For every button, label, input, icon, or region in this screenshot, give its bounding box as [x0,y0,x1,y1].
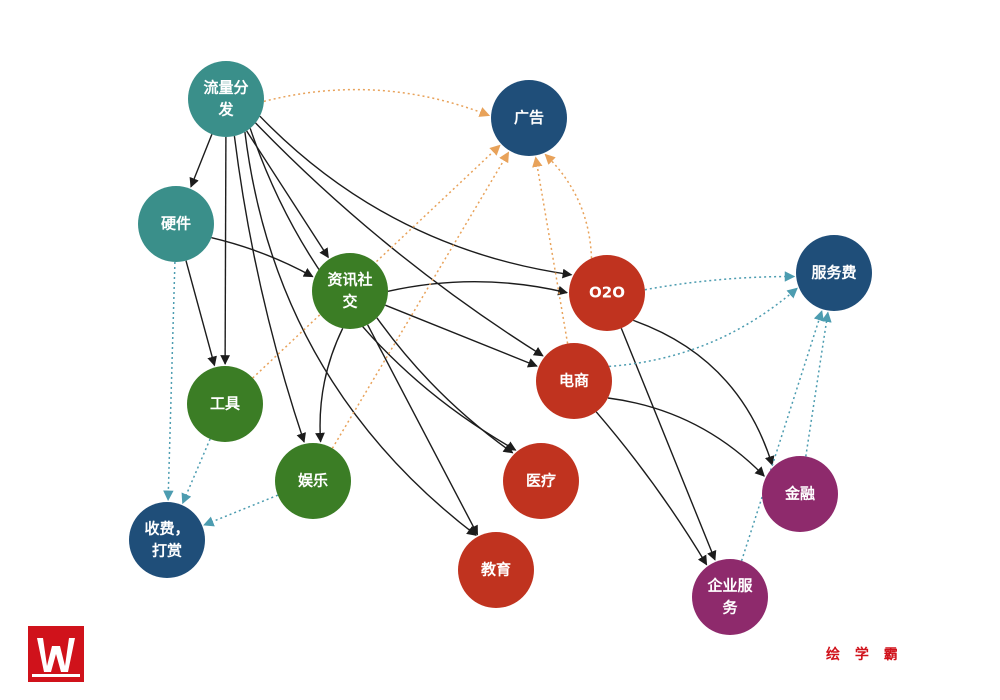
edge-o2o-to-guanggao [544,153,593,259]
node-shoufei: 收费， 打赏 [129,502,205,578]
node-yingjian-circle [138,186,214,262]
node-yiliao-circle [503,443,579,519]
node-guanggao-circle [491,80,567,156]
node-shoufei-label: 收费， [144,520,189,538]
edge-zixun-to-jiaoyu [366,324,479,536]
edge-liuliang-to-jiaoyu [244,131,477,536]
edge-o2o-to-jinrong [633,319,775,467]
node-yiliao-label: 医疗 [526,472,556,490]
brand-name: 绘 学 霸 [826,647,903,663]
edge-yingjian-to-shoufei [163,261,176,502]
brand-logo [28,626,84,682]
node-gongju-circle [187,366,263,442]
edge-gongju-to-guanggao [252,144,501,379]
node-guanggao-label: 广告 [514,109,544,127]
node-liuliang-label: 发 [217,101,234,119]
edge-zixun-to-yule [315,327,344,443]
edge-dianshang-to-jinrong [607,397,765,477]
node-yule: 娱乐 [275,443,351,519]
edge-liuliang-to-guanggao [263,88,491,117]
node-qiye-label: 务 [722,599,738,617]
edge-dianshang-to-qiye [595,411,708,566]
edge-dianshang-to-guanggao [532,156,569,344]
edge-o2o-to-fuwufei [644,271,796,291]
edges-layer [163,88,832,566]
edge-liuliang-to-yingjian [189,134,213,188]
node-dianshang-label: 电商 [559,372,589,390]
node-gongju-label: 工具 [210,395,240,413]
node-shoufei-circle [129,502,205,578]
edge-liuliang-to-yule [233,136,306,443]
node-jinrong-label: 金融 [784,485,815,503]
edge-qiye-to-fuwufei [740,310,824,562]
node-zixun-label: 交 [342,293,357,311]
node-jiaoyu: 教育 [458,532,534,608]
edge-gongju-to-shoufei [181,438,211,505]
edge-liuliang-to-gongju [220,136,231,365]
edge-liuliang-to-zixun [246,130,329,259]
node-liuliang-circle [188,61,264,137]
node-jiaoyu-label: 教育 [480,561,511,579]
node-shoufei-label: 打赏 [152,542,182,560]
edge-yule-to-shoufei [203,494,279,527]
node-yule-label: 娱乐 [298,472,328,490]
node-qiye-label: 企业服 [706,577,753,595]
edge-yingjian-to-zixun [211,237,314,278]
edge-liuliang-to-dianshang [254,122,544,357]
node-guanggao: 广告 [491,80,567,156]
node-yingjian-label: 硬件 [161,215,191,233]
node-jinrong-circle [762,456,838,532]
node-o2o-circle [569,255,645,331]
node-liuliang-label: 流量分 [203,79,248,97]
node-fuwufei-circle [796,235,872,311]
node-fuwufei-label: 服务费 [811,264,856,282]
edge-dianshang-to-fuwufei [609,287,798,368]
node-o2o: O2O [569,255,645,331]
edge-zixun-to-o2o [387,281,568,296]
edge-zixun-to-yiliao [376,317,514,454]
node-zixun-circle [312,253,388,329]
edge-o2o-to-qiye [620,327,717,561]
node-jiaoyu-circle [458,532,534,608]
node-yule-circle [275,443,351,519]
edge-yingjian-to-gongju [185,260,217,367]
node-o2o-label: O2O [589,284,625,302]
node-qiye-circle [692,559,768,635]
node-gongju: 工具 [187,366,263,442]
edge-yule-to-guanggao [331,151,510,449]
node-zixun-label: 资讯社 [327,271,372,289]
edge-jinrong-to-fuwufei [805,311,832,457]
node-yiliao: 医疗 [503,443,579,519]
node-dianshang-circle [536,343,612,419]
node-fuwufei: 服务费 [796,235,872,311]
node-dianshang: 电商 [536,343,612,419]
edge-liuliang-to-o2o [259,115,573,279]
node-jinrong: 金融 [762,456,838,532]
node-yingjian: 硬件 [138,186,214,262]
edge-zixun-to-dianshang [385,304,538,368]
